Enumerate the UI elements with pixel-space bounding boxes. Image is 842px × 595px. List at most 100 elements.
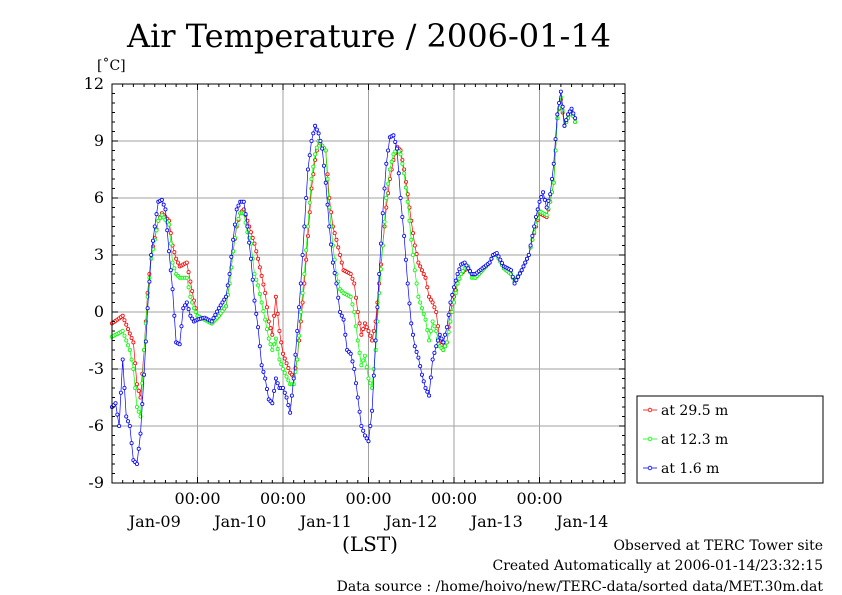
data-point: [297, 333, 302, 338]
data-point: [464, 263, 469, 268]
data-point: [179, 324, 184, 329]
data-point: [402, 233, 407, 238]
data-point: [496, 254, 501, 259]
x-axis-ticks: 00:00 00:00 00:00 00:00 00:00 Jan-09 Jan-10 Jan…: [111, 84, 626, 531]
x-time-label: 00:00: [260, 489, 306, 508]
data-point: [127, 347, 132, 352]
data-point: [329, 242, 334, 247]
data-point: [291, 376, 296, 381]
data-point: [567, 109, 572, 114]
data-point: [441, 347, 446, 352]
y-axis-ticks: 12 9 6 3 0 -3 -6 -9: [84, 74, 625, 492]
data-point: [263, 376, 268, 381]
footer-data-source: Data source : /home/hoivo/new/TERC-data/…: [337, 579, 824, 595]
data-point: [133, 385, 138, 390]
data-point: [218, 303, 223, 308]
data-point: [142, 372, 147, 377]
data-point: [416, 355, 421, 360]
data-point: [126, 343, 131, 348]
data-point: [407, 205, 412, 210]
data-point: [248, 256, 253, 261]
data-point: [418, 264, 423, 269]
data-point: [419, 306, 424, 311]
data-point: [215, 309, 220, 314]
data-point: [551, 180, 556, 185]
data-point: [368, 423, 373, 428]
data-point: [304, 195, 309, 200]
data-point: [254, 277, 259, 282]
data-point: [272, 342, 277, 347]
data-point: [411, 252, 416, 257]
data-point: [373, 347, 378, 352]
data-point: [448, 300, 453, 305]
data-point: [375, 305, 380, 310]
data-point: [425, 285, 430, 290]
data-point: [435, 338, 440, 343]
data-point: [298, 309, 303, 314]
data-point: [127, 331, 132, 336]
data-point: [334, 237, 339, 242]
data-point: [263, 290, 268, 295]
data-point: [430, 300, 435, 305]
data-point: [361, 358, 366, 363]
data-point: [327, 224, 332, 229]
data-point: [250, 277, 255, 282]
data-point: [248, 230, 253, 235]
data-point: [466, 266, 471, 271]
data-point: [311, 131, 316, 136]
data-point: [272, 388, 277, 393]
data-point: [136, 446, 141, 451]
data-point: [451, 285, 456, 290]
data-point: [134, 404, 139, 409]
data-point: [430, 319, 435, 324]
data-point: [168, 268, 173, 273]
data-point: [124, 322, 129, 327]
data-point: [325, 202, 330, 207]
data-point: [113, 401, 118, 406]
data-point: [257, 265, 262, 270]
series-2: [110, 89, 578, 466]
data-point: [122, 318, 127, 323]
data-point: [266, 319, 271, 324]
data-point: [453, 278, 458, 283]
y-tick-label: 9: [94, 131, 104, 150]
data-point: [510, 274, 515, 279]
data-point: [362, 321, 367, 326]
legend-swatch-marker: [647, 465, 653, 471]
data-point: [191, 306, 196, 311]
data-point: [411, 332, 416, 337]
data-point: [229, 254, 234, 259]
data-point: [152, 224, 157, 229]
data-point: [327, 195, 332, 200]
data-point: [289, 393, 294, 398]
data-point: [154, 228, 159, 233]
data-point: [129, 357, 134, 362]
data-point: [441, 340, 446, 345]
y-tick-label: 0: [94, 302, 104, 321]
data-point: [370, 408, 375, 413]
data-point: [336, 295, 341, 300]
data-point: [129, 441, 134, 446]
data-point: [427, 393, 432, 398]
data-point: [127, 423, 132, 428]
legend-label: at 12.3 m: [661, 432, 728, 448]
data-point: [560, 104, 565, 109]
data-point: [418, 300, 423, 305]
x-date-label: Jan-10: [212, 512, 266, 531]
data-point: [252, 241, 257, 246]
data-point: [355, 309, 360, 314]
data-point: [268, 342, 273, 347]
data-point: [361, 428, 366, 433]
data-point: [366, 439, 371, 444]
data-point: [186, 270, 191, 275]
data-point: [247, 235, 252, 240]
data-point: [508, 268, 513, 273]
data-point: [266, 336, 271, 341]
data-point: [115, 412, 120, 417]
data-point: [220, 300, 225, 305]
data-point: [122, 333, 127, 338]
data-point: [124, 338, 129, 343]
data-point: [120, 328, 125, 333]
data-point: [223, 294, 228, 299]
data-point: [384, 161, 389, 166]
